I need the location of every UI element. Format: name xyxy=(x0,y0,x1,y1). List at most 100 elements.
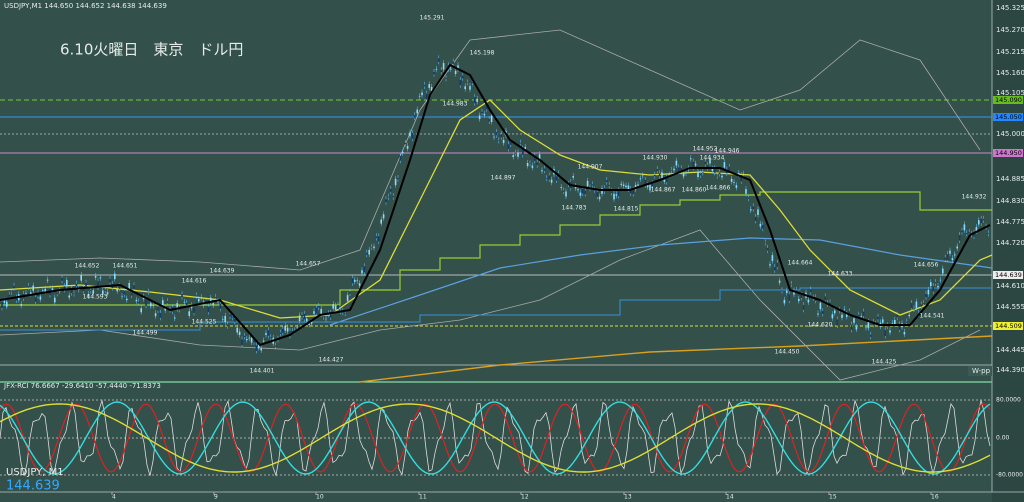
candle-body xyxy=(476,98,478,102)
candle-body xyxy=(572,176,574,178)
candle-body xyxy=(454,70,457,74)
price-annotation: 145.198 xyxy=(470,50,495,57)
candle-body xyxy=(601,188,603,194)
price-annotation: 144.499 xyxy=(133,330,158,337)
candle-body xyxy=(738,173,740,175)
candle-body xyxy=(745,189,747,194)
candle-body xyxy=(927,289,930,295)
candle-body xyxy=(702,172,704,173)
candle-body xyxy=(34,297,37,302)
candle-body xyxy=(884,330,886,337)
candle-body xyxy=(404,142,406,145)
candle-body xyxy=(853,318,855,323)
candle-body xyxy=(526,162,529,167)
price-annotation: 144.946 xyxy=(715,148,740,155)
candle-body xyxy=(296,327,298,329)
candle-body xyxy=(656,169,658,171)
candle-body xyxy=(493,136,495,138)
candle-body xyxy=(330,312,332,318)
candle-body xyxy=(474,97,476,104)
candle-body xyxy=(370,246,373,248)
price-axis-label: 144.445 xyxy=(996,346,1024,354)
candle-body xyxy=(565,191,567,197)
candle-body xyxy=(483,113,486,116)
candle-body xyxy=(231,316,234,318)
candle-body xyxy=(375,236,378,239)
candle-body xyxy=(438,58,440,62)
price-annotation: 144.907 xyxy=(578,164,603,171)
candle-body xyxy=(200,297,202,298)
candle-body xyxy=(517,152,519,157)
candle-body xyxy=(781,290,783,292)
candle-body xyxy=(774,267,776,271)
price-axis-label: 144.830 xyxy=(996,197,1024,205)
candle-body xyxy=(819,302,822,310)
candle-body xyxy=(198,299,200,302)
mid-ma xyxy=(329,237,993,326)
candle-body xyxy=(507,144,510,150)
candle-body xyxy=(363,266,366,273)
candle-body xyxy=(673,168,675,171)
candle-body xyxy=(471,81,474,84)
candle-body xyxy=(181,294,183,298)
candle-body xyxy=(750,209,752,211)
candle-body xyxy=(282,328,284,333)
candle-body xyxy=(606,180,608,183)
candle-body xyxy=(325,318,327,320)
candle-body xyxy=(930,282,932,287)
candle-body xyxy=(757,209,759,215)
candle-body xyxy=(30,292,32,295)
candle-body xyxy=(862,311,865,316)
candle-body xyxy=(697,171,699,178)
candle-body xyxy=(166,301,169,304)
candle-body xyxy=(836,319,838,326)
candle-body xyxy=(625,185,627,188)
candle-body xyxy=(615,194,618,196)
candle-body xyxy=(613,193,615,200)
candle-body xyxy=(522,148,524,155)
candle-body xyxy=(130,292,133,296)
candle-body xyxy=(512,155,514,158)
candle-body xyxy=(469,86,471,90)
candle-body xyxy=(210,297,212,303)
chart-title: 6.10火曜日 東京 ドル円 xyxy=(60,41,243,59)
candle-body xyxy=(250,337,253,343)
candle-body xyxy=(598,196,601,200)
candle-body xyxy=(399,155,402,161)
candle-body xyxy=(214,296,217,298)
candle-body xyxy=(788,294,790,301)
candle-body xyxy=(550,179,553,183)
candle-body xyxy=(944,257,946,260)
candle-body xyxy=(733,182,735,183)
candle-body xyxy=(800,294,802,298)
candle-body xyxy=(675,160,678,166)
candle-body xyxy=(582,189,584,194)
candle-body xyxy=(183,301,186,303)
time-label: 10 xyxy=(316,494,324,501)
candle-body xyxy=(541,170,543,172)
candle-body xyxy=(159,312,162,318)
candle-body xyxy=(898,324,901,330)
candle-body xyxy=(291,331,294,333)
candle-body xyxy=(102,290,104,295)
candle-body xyxy=(46,279,49,281)
candle-body xyxy=(265,333,267,335)
candle-body xyxy=(138,301,140,304)
candle-body xyxy=(10,291,13,293)
candle-body xyxy=(255,345,258,351)
candle-body xyxy=(870,334,872,337)
price-annotation: 144.983 xyxy=(443,101,468,108)
candle-body xyxy=(951,258,954,261)
candle-body xyxy=(104,289,106,291)
candle-body xyxy=(301,315,303,318)
candle-body xyxy=(284,325,286,331)
candle-body xyxy=(414,115,416,118)
candle-body xyxy=(188,311,190,316)
candle-body xyxy=(8,294,10,297)
candle-body xyxy=(848,311,850,315)
candle-body xyxy=(387,196,390,198)
candle-body xyxy=(382,214,385,219)
time-label: 13 xyxy=(624,494,632,501)
price-annotation: 144.651 xyxy=(113,263,138,270)
price-annotation: 144.952 xyxy=(693,146,718,153)
